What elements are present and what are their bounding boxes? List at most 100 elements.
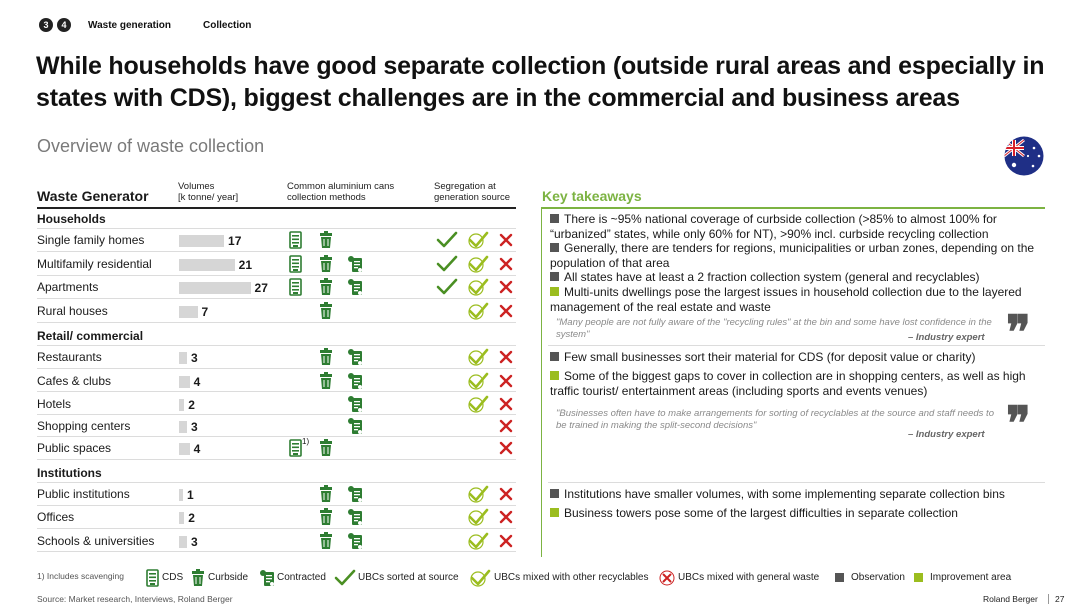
check-mixed-recyclables-icon — [468, 532, 489, 550]
cds-slot — [289, 255, 302, 278]
key-takeaways-title: Key takeaways — [542, 188, 642, 204]
contracted-icon — [348, 349, 362, 365]
takeaway-text: All states have at least a 2 fraction co… — [564, 270, 980, 284]
volume-bar — [179, 512, 185, 524]
contracted-icon — [348, 256, 362, 272]
page-title: While households have good separate coll… — [36, 52, 1045, 112]
check-mixed-recyclables-icon — [468, 485, 489, 503]
row-divider — [37, 505, 516, 506]
cross-slot — [499, 304, 513, 323]
check-sorted-icon — [436, 231, 458, 248]
improvement-square-icon — [914, 573, 923, 582]
check-slot — [436, 255, 458, 278]
takeaway-improvement: Business towers pose some of the largest… — [550, 506, 1042, 521]
check-mixed-recyclables-icon — [468, 508, 489, 526]
page-subtitle: Overview of waste collection — [37, 136, 265, 156]
breadcrumb-waste-generation[interactable]: Waste generation — [88, 20, 171, 31]
volume-value: 7 — [201, 305, 209, 319]
row-divider — [37, 436, 516, 437]
row-divider — [37, 368, 516, 369]
breadcrumb-collection[interactable]: Collection — [203, 20, 252, 31]
legend-ubc-mixed-general: UBCs mixed with general waste — [678, 572, 820, 583]
row-divider — [37, 275, 516, 276]
takeaways-left-rule — [541, 207, 542, 557]
segregation-header-line2: generation source — [434, 192, 511, 203]
legend-icon — [191, 569, 205, 592]
row-divider — [37, 414, 516, 415]
takeaway-observation: Few small businesses sort their material… — [550, 350, 1042, 365]
cross-slot — [499, 534, 513, 553]
row-label: Multifamily residential — [37, 257, 152, 271]
quote-mark-icon: ❞ — [1006, 305, 1031, 359]
check-mixed-recyclables-icon — [468, 372, 489, 390]
legend-icon — [146, 569, 159, 592]
quote-mark-icon: ❞ — [1006, 396, 1031, 450]
curbside-bin-icon — [320, 532, 332, 549]
row-divider — [37, 298, 516, 299]
cross-general-waste-icon — [499, 441, 513, 455]
takeaway-observation: There is ~95% national coverage of curbs… — [550, 212, 1042, 241]
volume-value: 4 — [193, 442, 201, 456]
volume-bar — [179, 421, 187, 433]
curb-slot — [319, 255, 333, 278]
row-divider — [37, 528, 516, 529]
row-divider — [37, 251, 516, 252]
checkc-slot — [467, 508, 489, 531]
volume-value: 17 — [228, 234, 242, 248]
checkc-slot — [467, 485, 489, 508]
volumes-header-line2: [k tonne/ year] — [178, 192, 239, 203]
cross-slot — [499, 257, 513, 276]
legend-improvement: Improvement area — [930, 572, 1012, 583]
takeaway-observation: All states have at least a 2 fraction co… — [550, 270, 1042, 285]
step-badge-4: 4 — [57, 18, 71, 32]
table-header-rule — [37, 207, 516, 209]
volume-bar — [179, 282, 251, 294]
cross-slot — [499, 350, 513, 369]
checkc-slot — [467, 231, 489, 254]
observation-square-icon — [550, 214, 559, 223]
cds-slot — [289, 439, 302, 462]
cds-icon — [289, 255, 302, 273]
cds-icon — [289, 278, 302, 296]
cross-general-waste-icon — [499, 280, 513, 294]
legend-cds: CDS — [162, 572, 184, 583]
section-retail-commercial: Retail/ commercial — [37, 329, 144, 343]
row-divider — [37, 391, 516, 392]
row-label: Apartments — [37, 280, 99, 294]
cross-general-waste-icon — [499, 257, 513, 271]
cross-general-waste-icon — [499, 350, 513, 364]
curb-slot — [319, 372, 333, 395]
takeaway-text: Few small businesses sort their material… — [564, 350, 976, 364]
legend-ubc-mixed-recyclables: UBCs mixed with other recyclables — [494, 572, 649, 583]
legend-icon — [469, 569, 491, 592]
segregation-header-line1: Segregation at — [434, 181, 496, 192]
check-mixed-recyclables-icon — [468, 348, 489, 366]
row-label: Hotels — [37, 397, 72, 411]
takeaway-text: Generally, there are tenders for regions… — [550, 241, 1035, 270]
volume-value: 3 — [190, 351, 198, 365]
contracted-icon — [260, 570, 274, 586]
footer-divider — [1048, 594, 1049, 604]
contracted-icon — [348, 279, 362, 295]
volume-value: 3 — [190, 535, 198, 549]
observation-square-icon — [550, 243, 559, 252]
contracted-icon — [348, 396, 362, 412]
contr-slot — [347, 348, 363, 371]
cross-general-waste-icon — [499, 419, 513, 433]
curb-slot — [319, 348, 333, 371]
legend-icon — [259, 569, 275, 592]
curb-slot — [319, 278, 333, 301]
observation-square-icon — [550, 352, 559, 361]
checkc-slot — [467, 372, 489, 395]
row-label: Shopping centers — [37, 419, 131, 433]
volume-bar — [179, 536, 187, 548]
legend-curbside: Curbside — [208, 572, 249, 583]
improvement-square-icon — [550, 371, 559, 380]
volumes-header-line1: Volumes — [178, 181, 215, 192]
column-header-volumes: Volumes [k tonne/ year] — [178, 181, 238, 203]
volume-bar — [179, 376, 190, 388]
takeaway-improvement: Some of the biggest gaps to cover in col… — [550, 369, 1042, 398]
curbside-bin-icon — [320, 231, 332, 248]
row-label: Restaurants — [37, 350, 102, 364]
observation-square-icon — [550, 489, 559, 498]
